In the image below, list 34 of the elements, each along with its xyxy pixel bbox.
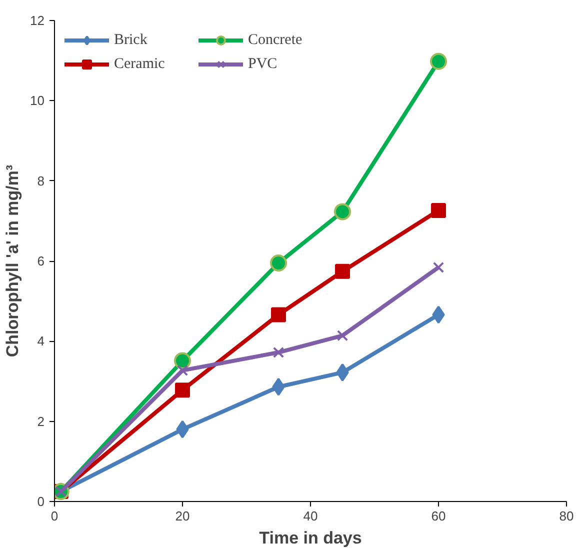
y-tick-label: 2 (37, 414, 45, 429)
legend-label: PVC (248, 56, 278, 72)
point (270, 254, 287, 272)
x-tick-label: 0 (50, 508, 58, 524)
point (272, 378, 285, 396)
y-tick-label: 8 (37, 173, 45, 188)
point (432, 306, 445, 324)
point (334, 203, 351, 220)
point (336, 363, 349, 382)
x-tick-label: 20 (175, 508, 190, 524)
y-tick-label: 4 (37, 334, 45, 349)
x-axis-title: Time in days (259, 528, 362, 548)
point (176, 420, 189, 438)
point (174, 352, 191, 370)
y-tick-label: 12 (30, 13, 45, 28)
point (432, 262, 444, 274)
x-tick-label: 40 (303, 508, 318, 524)
point (336, 330, 348, 342)
x-tick-label: 60 (431, 508, 446, 524)
point (272, 346, 284, 358)
x-tick-label: 80 (559, 508, 574, 524)
legend-label: Brick (114, 32, 148, 48)
point (431, 202, 446, 218)
legend-label: Ceramic (114, 56, 166, 72)
point (175, 382, 190, 398)
point (335, 264, 350, 279)
y-tick-label: 0 (37, 494, 45, 509)
legend-label: Concrete (248, 32, 304, 48)
y-axis-title: Chlorophyll 'a' in mg/m³ (3, 164, 22, 358)
point (176, 364, 188, 376)
point (271, 307, 286, 322)
y-tick-label: 6 (37, 254, 45, 268)
point (430, 52, 447, 70)
y-tick-label: 10 (30, 93, 45, 108)
